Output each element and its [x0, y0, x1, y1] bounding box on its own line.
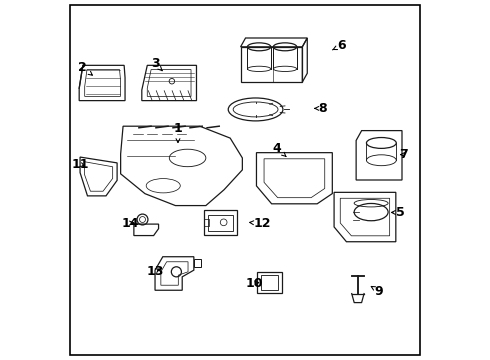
- Bar: [203, 210, 237, 235]
- Text: 12: 12: [249, 217, 270, 230]
- Text: 7: 7: [399, 148, 408, 161]
- Text: 9: 9: [371, 285, 383, 298]
- Text: 6: 6: [332, 39, 346, 52]
- Text: 4: 4: [272, 142, 286, 157]
- Bar: [208, 215, 233, 231]
- Bar: [261, 275, 278, 290]
- Text: 13: 13: [147, 265, 164, 278]
- Text: 1: 1: [173, 122, 182, 143]
- Text: 3: 3: [151, 57, 162, 71]
- Bar: [257, 272, 282, 293]
- Text: 8: 8: [315, 102, 327, 115]
- Text: 14: 14: [122, 217, 139, 230]
- Text: 10: 10: [245, 276, 263, 289]
- Text: 2: 2: [77, 60, 93, 75]
- Bar: [194, 260, 201, 267]
- Text: 11: 11: [71, 158, 89, 171]
- Bar: [203, 219, 209, 226]
- Text: 5: 5: [392, 206, 405, 219]
